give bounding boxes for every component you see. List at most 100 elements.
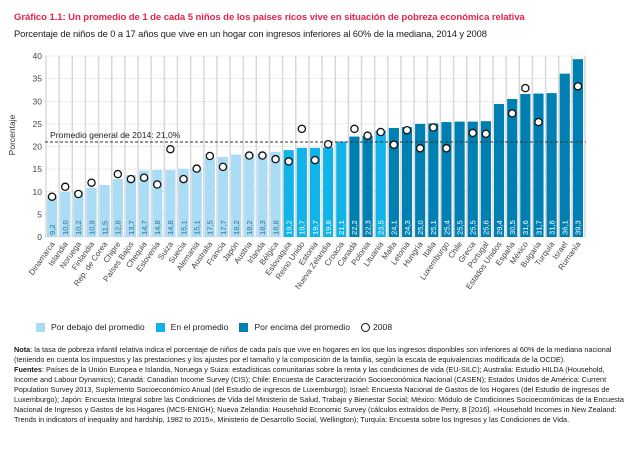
bar-austria [244,154,255,237]
legend-item-below: Por debajo del promedio [36,322,145,332]
legend-label-2008: 2008 [373,322,393,332]
bar-croacia [336,141,347,237]
note-text: : la tasa de pobreza infantil relativa i… [14,345,612,364]
marker-2008 [429,123,438,132]
bar-hungría [415,123,426,237]
legend-item-above: Por encima del promedio [239,322,350,332]
marker-2008 [258,151,267,160]
bar-países-bajos [125,175,137,237]
bar-value-label: 31,6 [521,220,530,235]
bar-estonia [309,147,321,237]
bar-value-label: 22,2 [350,220,359,235]
y-tick-label: 35 [33,74,43,84]
bar-value-label: 39,3 [574,220,583,235]
bar-value-label: 9,2 [48,224,57,235]
y-axis-label: Porcentaje [7,114,17,155]
marker-2008 [481,129,491,139]
markers-2008 [47,82,583,201]
bar-bulgaria [533,93,544,237]
legend-label-above: Por encima del promedio [254,322,350,332]
marker-2008 [166,144,175,154]
legend-label-below: Por debajo del promedio [51,322,145,332]
marker-2008 [113,169,123,179]
bar-japón [231,154,242,237]
bar-value-label: 24,1 [390,220,399,235]
sources-paragraph: Fuentes: Países de la Unión Europea e Is… [14,365,624,425]
bar-value-label: 12,8 [114,220,123,235]
bar-portugal [480,121,491,237]
marker-2008 [521,83,530,93]
bar-francia [217,156,229,237]
bar-value-label: 25,4 [442,220,451,235]
marker-2008 [152,180,162,189]
bar-chequia [139,170,150,237]
bar-value-label: 13,7 [127,220,136,235]
bar-value-label: 15,1 [179,220,188,235]
bar-chile [454,121,465,237]
average-line-group: Promedio general de 2014: 21,0% [45,130,586,143]
marker-2008 [534,117,543,127]
bar-luxemburgo [441,122,452,237]
bar-value-label: 19,2 [285,220,294,235]
bar-value-label: 10,0 [61,220,70,235]
marker-2008 [323,139,333,149]
marker-2008 [87,178,96,187]
marker-2008 [389,140,399,149]
bar-italia [428,123,439,237]
bar-lituania [375,130,386,237]
bar-value-label: 25,5 [455,220,464,235]
bar-value-label: 21,1 [337,220,346,235]
bar-value-label: 11,5 [100,221,109,235]
bar-chipre [112,179,123,237]
marker-2008 [350,124,359,134]
bar-suecia [178,168,189,237]
bar-canadá [349,136,360,237]
bar-dinamarca [47,195,58,237]
bar-finlandia [86,187,97,237]
marker-2008 [205,151,215,161]
legend-item-at: En el promedio [155,322,228,332]
y-axis: 0 5 10 15 20 25 30 35 40 [33,51,43,242]
bar-value-label: 18,2 [245,220,254,235]
marker-2008 [126,174,136,184]
bar-value-label: 25,6 [482,220,491,235]
bar-bélgica [270,151,281,237]
marker-2008 [139,173,149,182]
bar-value-label: 31,8 [547,220,556,235]
y-tick-label: 20 [33,142,43,152]
bar-eslovenia [152,170,163,237]
bar-irlanda [257,154,268,237]
bar-suiza [165,170,176,237]
y-tick-label: 40 [33,51,43,61]
y-tick-label: 10 [33,187,43,197]
marker-2008 [468,128,478,138]
legend-swatch-at [155,322,165,332]
bar-australia [204,157,215,237]
marker-2008 [47,192,57,201]
bar-estados-unidos [493,103,505,237]
marker-2008 [297,124,307,134]
legend-swatch-above [239,322,249,332]
bar-value-label: 31,7 [534,220,543,235]
legend-swatch-below [36,322,45,332]
bar-value-label: 30,5 [508,220,517,235]
y-tick-label: 5 [37,209,42,219]
bar-value-label: 14,8 [166,220,175,235]
bar-value-label: 15,1 [192,220,201,235]
bar-malta [388,127,399,237]
sources-label: Fuentes [14,365,42,374]
average-label: Promedio general de 2014: 21,0% [50,130,181,140]
bar-reino-unido [296,147,307,237]
y-tick-label: 0 [37,232,42,242]
bar-value-label: 18,3 [258,220,267,235]
bar-value-label: 17,5 [206,220,215,235]
marker-2008 [74,189,83,199]
bar-value-label: 25,5 [469,220,478,235]
marker-2008 [218,162,228,172]
bar-israel [559,73,570,238]
marker-2008 [245,151,254,160]
marker-2008 [284,157,293,166]
chart-title: Gráfico 1.1: Un promedio de 1 de cada 5 … [14,12,525,23]
bar-value-label: 23,5 [377,220,386,235]
marker-2008 [507,109,517,118]
